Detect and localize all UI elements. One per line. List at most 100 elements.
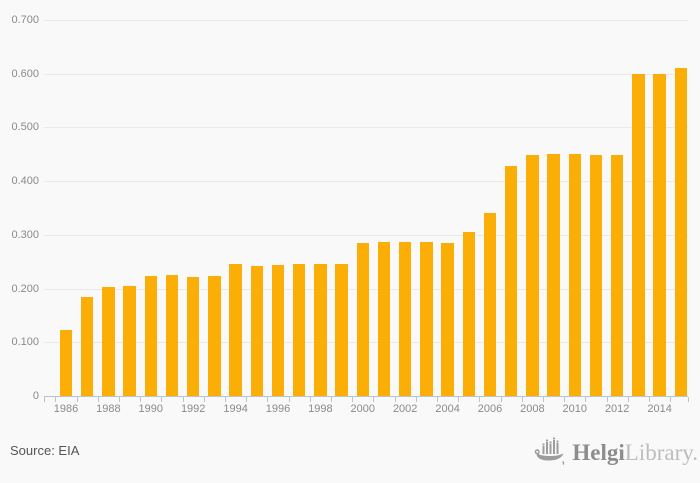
bar-2004[interactable] xyxy=(441,242,454,396)
x-axis-label-1996: 1996 xyxy=(265,403,291,415)
y-axis-label: 0.700 xyxy=(11,14,39,26)
gridline-0.500 xyxy=(44,127,688,128)
x-axis-tick xyxy=(119,397,120,402)
x-axis-label-2012: 2012 xyxy=(604,403,630,415)
x-axis-tick xyxy=(44,397,45,402)
x-axis-tick xyxy=(204,397,205,402)
chart-footer: Source: EIA xyxy=(0,430,700,483)
x-axis-label-2004: 2004 xyxy=(435,403,460,415)
x-axis-tick xyxy=(628,397,629,402)
y-axis-label: 0 xyxy=(32,390,39,402)
bar-2011[interactable] xyxy=(589,155,603,396)
x-axis-line xyxy=(44,396,688,397)
bar-2005[interactable] xyxy=(462,231,476,396)
x-axis-label-1998: 1998 xyxy=(308,403,333,415)
bar-2000[interactable] xyxy=(356,242,370,396)
x-axis-label-2010: 2010 xyxy=(562,403,588,415)
y-axis-label: 0.300 xyxy=(11,229,39,241)
x-axis-label-2000: 2000 xyxy=(350,403,376,415)
y-axis-label: 0.400 xyxy=(11,175,39,187)
x-axis-tick xyxy=(564,397,565,402)
x-axis-label-2002: 2002 xyxy=(392,403,418,415)
bar-1988[interactable] xyxy=(102,286,115,396)
x-axis-tick xyxy=(688,397,689,402)
bar-2001[interactable] xyxy=(377,241,391,396)
x-axis-tick xyxy=(246,397,247,402)
gridline-0.700 xyxy=(44,20,688,21)
x-axis-label-2006: 2006 xyxy=(477,403,503,415)
bar-2007[interactable] xyxy=(504,166,518,396)
x-axis-tick xyxy=(289,397,290,402)
bar-1999[interactable] xyxy=(335,264,348,396)
bar-1991[interactable] xyxy=(165,275,179,396)
x-axis-tick xyxy=(522,397,523,402)
x-axis-tick xyxy=(225,397,226,402)
logo-text-secondary: Library. xyxy=(624,439,698,465)
bar-1990[interactable] xyxy=(144,276,158,396)
logo-text: HelgiLibrary. xyxy=(572,439,698,467)
bar-chart: 0.700 0.600 0.500 0.400 0.300 0.200 0.100 0 1986… xyxy=(11,14,689,415)
x-axis-label-1990: 1990 xyxy=(138,403,164,415)
y-axis-label: 0.200 xyxy=(11,283,39,295)
x-axis-tick xyxy=(183,397,184,402)
bar-2013[interactable] xyxy=(632,74,645,396)
x-axis-tick xyxy=(55,397,56,402)
x-axis-tick xyxy=(310,397,311,402)
y-axis-label: 0.100 xyxy=(11,336,39,348)
bar-1986[interactable] xyxy=(59,330,73,396)
x-axis-label-2008: 2008 xyxy=(520,403,545,415)
viking-ship-icon xyxy=(533,435,567,470)
logo-text-primary: Helgi xyxy=(572,439,625,465)
bar-1998[interactable] xyxy=(314,264,327,396)
x-axis-tick xyxy=(437,397,438,402)
bar-1989[interactable] xyxy=(123,285,136,396)
x-axis-tick xyxy=(607,397,608,402)
x-axis-tick xyxy=(98,397,99,402)
x-axis-tick xyxy=(352,397,353,402)
bar-2003[interactable] xyxy=(420,241,433,396)
bar-2014[interactable] xyxy=(653,73,666,396)
x-axis-tick xyxy=(267,397,268,402)
x-axis-tick xyxy=(331,397,332,402)
x-axis-tick xyxy=(77,397,78,402)
gridline-0.400 xyxy=(44,181,688,182)
x-axis-tick xyxy=(501,397,502,402)
x-axis-tick xyxy=(395,397,396,402)
y-axis-label: 0.600 xyxy=(11,68,39,80)
bar-1992[interactable] xyxy=(186,276,200,396)
x-axis-label-1994: 1994 xyxy=(223,403,248,415)
bar-2009[interactable] xyxy=(547,154,560,396)
y-axis-label: 0.500 xyxy=(11,121,39,133)
x-axis-tick xyxy=(585,397,586,402)
x-axis-label-2014: 2014 xyxy=(647,403,672,415)
gridline-0.600 xyxy=(44,74,688,75)
bar-1994[interactable] xyxy=(229,263,242,396)
x-axis-label-1986: 1986 xyxy=(53,403,79,415)
bar-2010[interactable] xyxy=(568,154,582,396)
bar-2012[interactable] xyxy=(610,155,624,396)
x-axis-tick xyxy=(161,397,162,402)
x-axis-tick xyxy=(543,397,544,402)
gridline-0.300 xyxy=(44,235,688,236)
x-axis-tick xyxy=(373,397,374,402)
helgi-library-logo[interactable]: HelgiLibrary. xyxy=(533,435,698,470)
bar-1987[interactable] xyxy=(80,297,94,396)
bar-2002[interactable] xyxy=(398,241,412,396)
bar-2006[interactable] xyxy=(483,213,497,396)
x-axis-tick xyxy=(649,397,650,402)
x-axis-tick xyxy=(140,397,141,402)
bar-1997[interactable] xyxy=(292,264,306,396)
x-axis-tick xyxy=(458,397,459,402)
bar-1995[interactable] xyxy=(250,266,264,396)
x-axis-label-1988: 1988 xyxy=(96,403,121,415)
bar-1993[interactable] xyxy=(208,275,221,396)
source-label: Source: EIA xyxy=(10,443,80,458)
bar-1996[interactable] xyxy=(271,264,285,396)
bar-2015[interactable] xyxy=(674,67,688,396)
x-axis-tick xyxy=(670,397,671,402)
x-axis-tick xyxy=(416,397,417,402)
x-axis-tick xyxy=(479,397,480,402)
x-axis-label-1992: 1992 xyxy=(180,403,206,415)
bar-2008[interactable] xyxy=(526,154,539,396)
